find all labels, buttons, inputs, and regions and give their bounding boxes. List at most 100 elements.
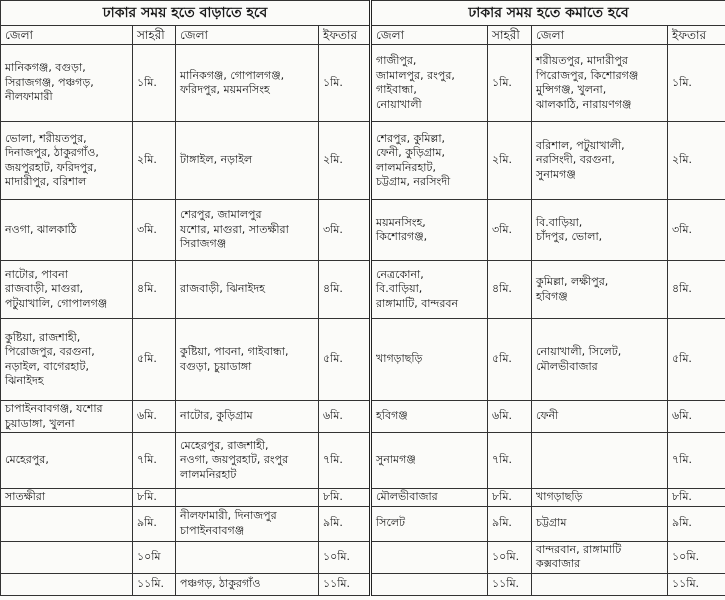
decrease-iftar-districts: নোয়াখালী, সিলেট, মৌলভীবাজার bbox=[531, 318, 669, 401]
increase-sehri-minutes: ৪মি. bbox=[132, 260, 176, 319]
increase-iftar-minutes: ৮মি. bbox=[317, 488, 372, 507]
increase-iftar-districts: কুষ্টিয়া, পাবনা, গাইবান্ধা, বগুড়া, চুয… bbox=[175, 318, 319, 401]
increase-iftar-minutes: ৬মি. bbox=[317, 400, 372, 433]
increase-section-title: ঢাকার সময় হতে বাড়াতে হবে bbox=[0, 0, 372, 26]
increase-sehri-minutes: ২মি. bbox=[132, 121, 176, 200]
increase-sehri-districts bbox=[0, 505, 133, 542]
decrease-sehri-minutes: ৯মি. bbox=[487, 505, 533, 542]
decrease-iftar-districts: বি.বাড়িয়া, চাঁদপুর, ভোলা, bbox=[531, 199, 669, 261]
table-row: নওগা, ঝালকাঠি ৩মি. শেরপুর, জামালপুর যশোর, … bbox=[0, 199, 725, 261]
decrease-sehri-minutes: ৪মি. bbox=[487, 260, 533, 319]
increase-iftar-minutes: ১০মি. bbox=[317, 540, 372, 574]
header-sehri: সাহরী bbox=[132, 25, 176, 45]
increase-iftar-districts bbox=[175, 488, 319, 507]
header-district: জেলা bbox=[531, 25, 669, 45]
decrease-iftar-minutes: ৭মি. bbox=[667, 432, 725, 489]
increase-sehri-minutes: ১১মি. bbox=[132, 572, 176, 596]
increase-iftar-minutes: ১১মি. bbox=[317, 572, 372, 596]
increase-sehri-minutes: ৩মি. bbox=[132, 199, 176, 261]
decrease-iftar-districts: শরীয়তপুর, মাদারীপুর পিরোজপুর, কিশোরগঞ্জ… bbox=[531, 44, 669, 122]
table-row: ১১মি. পঞ্চগড়, ঠাকুরগাঁও ১১মি. ১১মি. ১১মি. bbox=[0, 572, 725, 596]
increase-sehri-districts: মানিকগঞ্জ, বগুড়া, সিরাজগঞ্জ, পঞ্চগড়, ন… bbox=[0, 44, 133, 122]
increase-iftar-districts: শেরপুর, জামালপুর যশোর, মাগুরা, সাতক্ষীরা… bbox=[175, 199, 319, 261]
increase-sehri-minutes: ৯মি. bbox=[132, 505, 176, 542]
decrease-sehri-districts: হবিগঞ্জ bbox=[369, 400, 489, 433]
decrease-sehri-minutes: ৭মি. bbox=[487, 432, 533, 489]
decrease-sehri-minutes: ৬মি. bbox=[487, 400, 533, 433]
increase-iftar-districts: নাটোর, কুড়িগ্রাম bbox=[175, 400, 319, 433]
increase-sehri-districts bbox=[0, 540, 133, 574]
decrease-iftar-minutes: ৮মি. bbox=[667, 488, 725, 507]
increase-iftar-districts: রাজবাড়ী, ঝিনাইদহ bbox=[175, 260, 319, 319]
decrease-sehri-minutes: ১মি. bbox=[487, 44, 533, 122]
decrease-iftar-districts: কুমিল্লা, লক্ষীপুর, হবিগঞ্জ bbox=[531, 260, 669, 319]
table-row: নাটোর, পাবনা রাজবাড়ী, মাগুরা, পটুয়াখাল… bbox=[0, 260, 725, 319]
table-row: কুষ্টিয়া, রাজশাহী, পিরোজপুর, বরগুনা, নড… bbox=[0, 318, 725, 401]
increase-iftar-minutes: ৪মি. bbox=[317, 260, 372, 319]
decrease-sehri-minutes: ৫মি. bbox=[487, 318, 533, 401]
increase-iftar-minutes: ৯মি. bbox=[317, 505, 372, 542]
increase-sehri-minutes: ৫মি. bbox=[132, 318, 176, 401]
table-row: ৯মি. নীলফামারী, দিনাজপুর চাপাইনবাবগঞ্জ ৯মি… bbox=[0, 505, 725, 542]
decrease-iftar-minutes: ৬মি. bbox=[667, 400, 725, 433]
increase-sehri-minutes: ১০মি bbox=[132, 540, 176, 574]
increase-sehri-minutes: ৬মি. bbox=[132, 400, 176, 433]
increase-iftar-districts: নীলফামারী, দিনাজপুর চাপাইনবাবগঞ্জ bbox=[175, 505, 319, 542]
increase-sehri-minutes: ৮মি. bbox=[132, 488, 176, 507]
header-sehri: সাহরী bbox=[487, 25, 533, 45]
increase-sehri-districts: কুষ্টিয়া, রাজশাহী, পিরোজপুর, বরগুনা, নড… bbox=[0, 318, 133, 401]
increase-iftar-minutes: ৭মি. bbox=[317, 432, 372, 489]
increase-iftar-minutes: ১মি. bbox=[317, 44, 372, 122]
decrease-iftar-minutes: ৩মি. bbox=[667, 199, 725, 261]
table-row: ভোলা, শরীয়তপুর, দিনাজপুর, ঠাকুরগাঁও, জয… bbox=[0, 121, 725, 200]
decrease-sehri-districts: নেত্রকোনা, বি.বাড়িয়া, রাঙ্গামাটি, বান্… bbox=[369, 260, 489, 319]
decrease-iftar-districts: চট্টগ্রাম bbox=[531, 505, 669, 542]
header-district: জেলা bbox=[0, 25, 133, 45]
decrease-iftar-districts bbox=[531, 432, 669, 489]
decrease-sehri-minutes: ২মি. bbox=[487, 121, 533, 200]
decrease-section-title: ঢাকার সময় হতে কমাতে হবে bbox=[369, 0, 725, 26]
increase-sehri-districts: নাটোর, পাবনা রাজবাড়ী, মাগুরা, পটুয়াখাল… bbox=[0, 260, 133, 319]
header-iftar: ইফতার bbox=[317, 25, 372, 45]
decrease-sehri-districts: সিলেট bbox=[369, 505, 489, 542]
decrease-sehri-districts: শেরপুর, কুমিল্লা, ফেনী, কুড়িগ্রাম, লালম… bbox=[369, 121, 489, 200]
increase-iftar-minutes: ২মি. bbox=[317, 121, 372, 200]
decrease-iftar-minutes: ৯মি. bbox=[667, 505, 725, 542]
increase-iftar-districts: পঞ্চগড়, ঠাকুরগাঁও bbox=[175, 572, 319, 596]
increase-iftar-districts: টাঙ্গাইল, নড়াইল bbox=[175, 121, 319, 200]
increase-sehri-districts: মেহেরপুর, bbox=[0, 432, 133, 489]
decrease-sehri-minutes: ১১মি. bbox=[487, 572, 533, 596]
table-body: মানিকগঞ্জ, বগুড়া, সিরাজগঞ্জ, পঞ্চগড়, ন… bbox=[0, 44, 725, 596]
decrease-iftar-minutes: ১০মি. bbox=[667, 540, 725, 574]
increase-sehri-minutes: ১মি. bbox=[132, 44, 176, 122]
decrease-iftar-districts: বান্দরবান, রাঙ্গামাটি কক্সবাজার bbox=[531, 540, 669, 574]
decrease-iftar-minutes: ১মি. bbox=[667, 44, 725, 122]
increase-iftar-minutes: ৫মি. bbox=[317, 318, 372, 401]
increase-sehri-districts: ভোলা, শরীয়তপুর, দিনাজপুর, ঠাকুরগাঁও, জয… bbox=[0, 121, 133, 200]
header-district: জেলা bbox=[175, 25, 319, 45]
decrease-iftar-minutes: ২মি. bbox=[667, 121, 725, 200]
decrease-iftar-districts bbox=[531, 572, 669, 596]
decrease-sehri-districts: মৌলভীবাজার bbox=[369, 488, 489, 507]
decrease-sehri-districts: ময়মনসিংহ, কিশোরগঞ্জ, bbox=[369, 199, 489, 261]
increase-iftar-districts: মানিকগঞ্জ, গোপালগঞ্জ, ফরিদপুর, ময়মনসিংহ bbox=[175, 44, 319, 122]
table-row: মেহেরপুর, ৭মি. মেহেরপুর, রাজশাহী, নওগা, জয… bbox=[0, 432, 725, 489]
header-iftar: ইফতার bbox=[667, 25, 725, 45]
increase-sehri-minutes: ৭মি. bbox=[132, 432, 176, 489]
decrease-iftar-minutes: ১১মি. bbox=[667, 572, 725, 596]
table-row: ১০মি ১০মি. ১০মি. বান্দরবান, রাঙ্গামাটি কক্স… bbox=[0, 540, 725, 574]
decrease-sehri-districts: সুনামগঞ্জ bbox=[369, 432, 489, 489]
table-row: চাপাইনবাবগঞ্জ, যশোর চুয়াডাঙ্গা, খুলনা ৬ম… bbox=[0, 400, 725, 433]
decrease-iftar-minutes: ৫মি. bbox=[667, 318, 725, 401]
decrease-iftar-minutes: ৪মি. bbox=[667, 260, 725, 319]
increase-sehri-districts: নওগা, ঝালকাঠি bbox=[0, 199, 133, 261]
decrease-sehri-districts bbox=[369, 572, 489, 596]
decrease-sehri-districts: গাজীপুর, জামালপুর, রংপুর, গাইবান্ধা, নোয… bbox=[369, 44, 489, 122]
decrease-sehri-minutes: ১০মি. bbox=[487, 540, 533, 574]
decrease-sehri-districts bbox=[369, 540, 489, 574]
header-district: জেলা bbox=[369, 25, 489, 45]
decrease-iftar-districts: খাগড়াছড়ি bbox=[531, 488, 669, 507]
increase-sehri-districts bbox=[0, 572, 133, 596]
